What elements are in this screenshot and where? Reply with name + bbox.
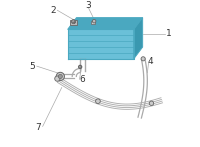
- Circle shape: [149, 101, 154, 105]
- Text: 3: 3: [85, 1, 91, 10]
- Polygon shape: [68, 29, 134, 59]
- Circle shape: [96, 99, 100, 104]
- Polygon shape: [134, 18, 143, 59]
- Text: 4: 4: [147, 57, 153, 66]
- Circle shape: [56, 72, 64, 81]
- Circle shape: [55, 76, 60, 81]
- Text: 5: 5: [30, 62, 35, 71]
- Text: 6: 6: [79, 75, 85, 84]
- Circle shape: [92, 19, 96, 23]
- Circle shape: [71, 20, 76, 24]
- Polygon shape: [68, 18, 143, 29]
- Circle shape: [141, 57, 145, 61]
- Polygon shape: [70, 20, 77, 25]
- Text: 2: 2: [50, 6, 56, 15]
- Circle shape: [58, 74, 62, 78]
- Text: 1: 1: [166, 29, 172, 38]
- Polygon shape: [91, 21, 95, 24]
- Text: 7: 7: [35, 123, 41, 132]
